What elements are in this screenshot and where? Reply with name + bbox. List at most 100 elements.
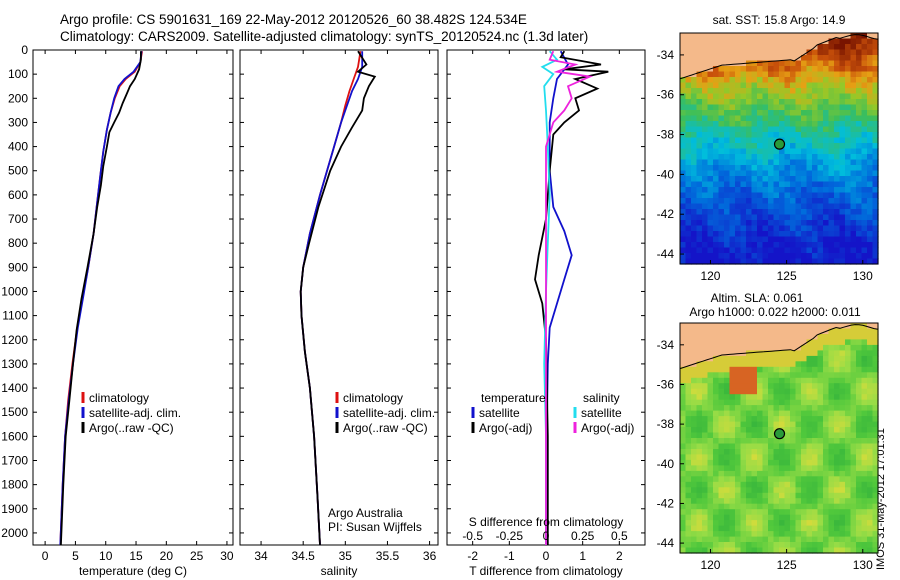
map-cell xyxy=(746,509,753,516)
map-cell xyxy=(861,115,868,122)
map-cell xyxy=(817,372,824,379)
map-cell xyxy=(768,449,775,456)
map-cell xyxy=(729,231,736,238)
map-cell xyxy=(729,110,736,117)
map-cell xyxy=(795,132,802,139)
map-cell xyxy=(812,405,819,412)
map-cell xyxy=(806,198,813,205)
map-cell xyxy=(784,410,791,417)
map-cell xyxy=(856,148,863,155)
map-cell xyxy=(872,66,879,73)
map-cell xyxy=(762,220,769,227)
map-cell xyxy=(713,242,720,249)
map-cell xyxy=(740,334,747,341)
map-cell xyxy=(812,547,819,554)
map-cell xyxy=(768,170,775,177)
map-cell xyxy=(790,236,797,243)
map-cell xyxy=(762,99,769,106)
map-cell xyxy=(680,247,687,254)
map-cell xyxy=(762,432,769,439)
map-cell xyxy=(757,93,764,100)
map-cell xyxy=(872,209,879,216)
map-cell xyxy=(757,492,764,499)
map-cell xyxy=(735,328,742,335)
map-cell xyxy=(861,432,868,439)
map-cell xyxy=(834,154,841,161)
map-cell xyxy=(790,55,797,62)
map-cell xyxy=(713,427,720,434)
map-cell xyxy=(812,82,819,89)
map-cell xyxy=(724,334,731,341)
map-cell xyxy=(812,159,819,166)
map-cell xyxy=(801,148,808,155)
y-tick-label: 700 xyxy=(8,212,28,226)
map-cell xyxy=(773,344,780,351)
map-cell xyxy=(762,531,769,538)
map-cell xyxy=(718,49,725,56)
map-cell xyxy=(779,71,786,78)
map-cell xyxy=(834,405,841,412)
map-subtitle: Argo h1000: 0.022 h2000: 0.011 xyxy=(689,305,861,319)
y-tick-label: -36 xyxy=(657,377,675,391)
map-cell xyxy=(806,334,813,341)
map-cell xyxy=(828,126,835,133)
map-cell xyxy=(757,542,764,549)
map-cell xyxy=(839,231,846,238)
map-cell xyxy=(773,520,780,527)
map-cell xyxy=(718,148,725,155)
map-cell xyxy=(707,192,714,199)
map-cell xyxy=(784,421,791,428)
map-cell xyxy=(768,323,775,330)
map-cell xyxy=(856,253,863,260)
map-cell xyxy=(850,481,857,488)
map-cell xyxy=(817,170,824,177)
map-cell xyxy=(740,165,747,172)
map-cell xyxy=(746,181,753,188)
map-cell xyxy=(724,503,731,510)
map-cell xyxy=(784,399,791,406)
map-cell xyxy=(867,181,874,188)
map-cell xyxy=(751,159,758,166)
map-cell xyxy=(768,498,775,505)
map-cell xyxy=(867,93,874,100)
legend-label: satellite-adj. clim. xyxy=(89,406,181,420)
map-cell xyxy=(685,214,692,221)
map-cell xyxy=(773,148,780,155)
map-cell xyxy=(718,231,725,238)
map-cell xyxy=(828,154,835,161)
map-cell xyxy=(691,432,698,439)
map-cell xyxy=(779,416,786,423)
map-cell xyxy=(729,465,736,472)
map-cell xyxy=(779,192,786,199)
map-cell xyxy=(779,132,786,139)
map-cell xyxy=(713,334,720,341)
map-cell xyxy=(850,525,857,532)
map-cell xyxy=(724,115,731,122)
map-cell xyxy=(757,121,764,128)
map-cell xyxy=(718,334,725,341)
map-cell xyxy=(702,339,709,346)
map-cell xyxy=(702,421,709,428)
map-cell xyxy=(817,410,824,417)
map-cell xyxy=(834,115,841,122)
map-cell xyxy=(685,481,692,488)
map-cell xyxy=(773,126,780,133)
map-cell xyxy=(823,405,830,412)
map-cell xyxy=(702,509,709,516)
map-cell xyxy=(839,520,846,527)
map-cell xyxy=(834,410,841,417)
map-cell xyxy=(762,514,769,521)
map-cell xyxy=(735,542,742,549)
map-cell xyxy=(801,438,808,445)
map-cell xyxy=(839,377,846,384)
map-cell xyxy=(845,77,852,84)
map-cell xyxy=(729,143,736,150)
map-cell xyxy=(718,247,725,254)
map-cell xyxy=(823,339,830,346)
map-cell xyxy=(691,38,698,45)
map-cell xyxy=(817,525,824,532)
map-cell xyxy=(691,399,698,406)
map-cell xyxy=(696,547,703,554)
